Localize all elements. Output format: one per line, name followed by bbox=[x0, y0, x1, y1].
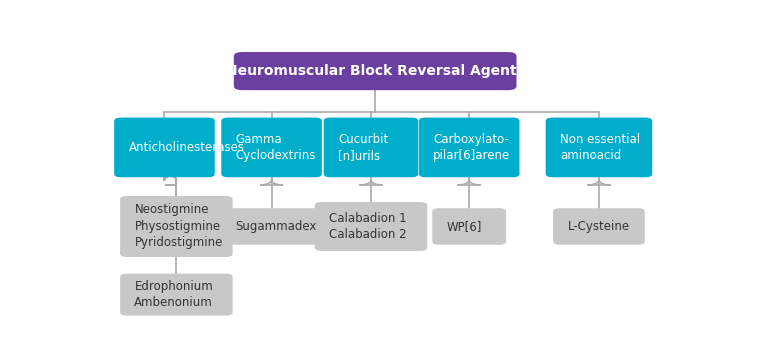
Text: L-Cysteine: L-Cysteine bbox=[568, 220, 630, 233]
Text: Cucurbit
[n]urils: Cucurbit [n]urils bbox=[338, 133, 388, 162]
FancyBboxPatch shape bbox=[233, 52, 517, 90]
Text: Edrophonium
Ambenonium: Edrophonium Ambenonium bbox=[134, 280, 214, 309]
FancyBboxPatch shape bbox=[120, 196, 233, 257]
Text: Carboxylato-
pilar[6]arene: Carboxylato- pilar[6]arene bbox=[433, 133, 511, 162]
Text: Neostigmine
Physostigmine
Pyridostigmine: Neostigmine Physostigmine Pyridostigmine bbox=[134, 204, 223, 250]
Text: Gamma
Cyclodextrins: Gamma Cyclodextrins bbox=[236, 133, 316, 162]
Text: Sugammadex: Sugammadex bbox=[236, 220, 317, 233]
FancyBboxPatch shape bbox=[432, 208, 506, 245]
Text: Anticholinesterases: Anticholinesterases bbox=[128, 141, 244, 154]
FancyBboxPatch shape bbox=[120, 274, 233, 316]
Text: Non essential
aminoacid: Non essential aminoacid bbox=[560, 133, 640, 162]
Text: Neuromuscular Block Reversal Agents: Neuromuscular Block Reversal Agents bbox=[226, 64, 525, 78]
FancyBboxPatch shape bbox=[114, 118, 215, 177]
FancyBboxPatch shape bbox=[221, 208, 322, 245]
FancyBboxPatch shape bbox=[546, 118, 652, 177]
FancyBboxPatch shape bbox=[315, 202, 427, 251]
FancyBboxPatch shape bbox=[553, 208, 645, 245]
FancyBboxPatch shape bbox=[221, 118, 322, 177]
FancyBboxPatch shape bbox=[323, 118, 419, 177]
FancyBboxPatch shape bbox=[419, 118, 519, 177]
Text: Calabadion 1
Calabadion 2: Calabadion 1 Calabadion 2 bbox=[329, 212, 406, 241]
Text: WP[6]: WP[6] bbox=[446, 220, 482, 233]
